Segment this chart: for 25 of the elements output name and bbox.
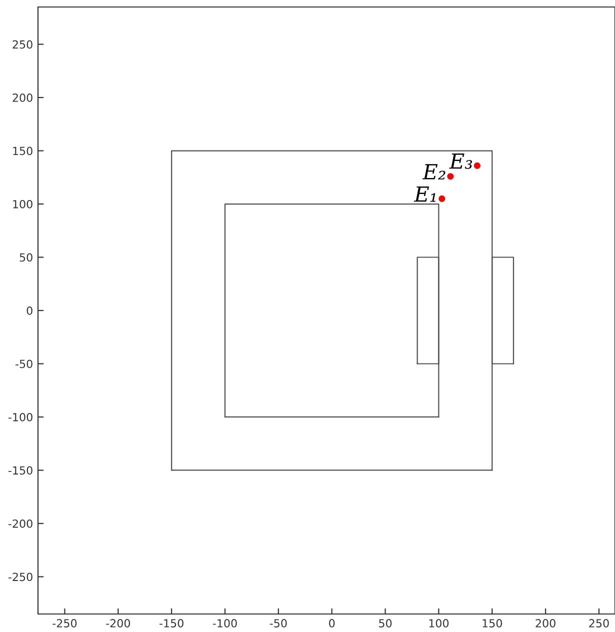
x-tick-label: -250: [52, 619, 77, 628]
x-tick-label: -50: [270, 619, 287, 628]
x-tick-label: 250: [589, 619, 609, 628]
y-tick-label: -150: [8, 466, 32, 475]
x-tick-label: 100: [429, 619, 449, 628]
annotation: E₂: [422, 164, 446, 180]
x-tick-label: -150: [160, 619, 184, 628]
annotation: E₃: [449, 153, 472, 169]
y-tick-label: -200: [8, 519, 32, 528]
y-tick-label: -250: [8, 572, 32, 582]
x-tick-label: 200: [536, 619, 556, 628]
y-tick-label: 0: [26, 306, 32, 315]
y-tick-label: -100: [8, 412, 32, 422]
x-tick-label: 0: [329, 619, 335, 628]
y-tick-label: 250: [12, 40, 32, 49]
y-tick-label: 50: [20, 253, 32, 262]
y-tick-label: 150: [13, 146, 32, 156]
y-tick-label: 100: [13, 200, 32, 208]
x-tick-label: -100: [212, 619, 237, 628]
y-tick-label: -50: [16, 360, 32, 368]
x-tick-label: 150: [482, 619, 502, 628]
annotation: E₁: [414, 186, 436, 202]
y-tick-label: 200: [12, 93, 32, 102]
x-tick-label: -200: [106, 619, 130, 628]
x-tick-label: 50: [379, 619, 392, 628]
